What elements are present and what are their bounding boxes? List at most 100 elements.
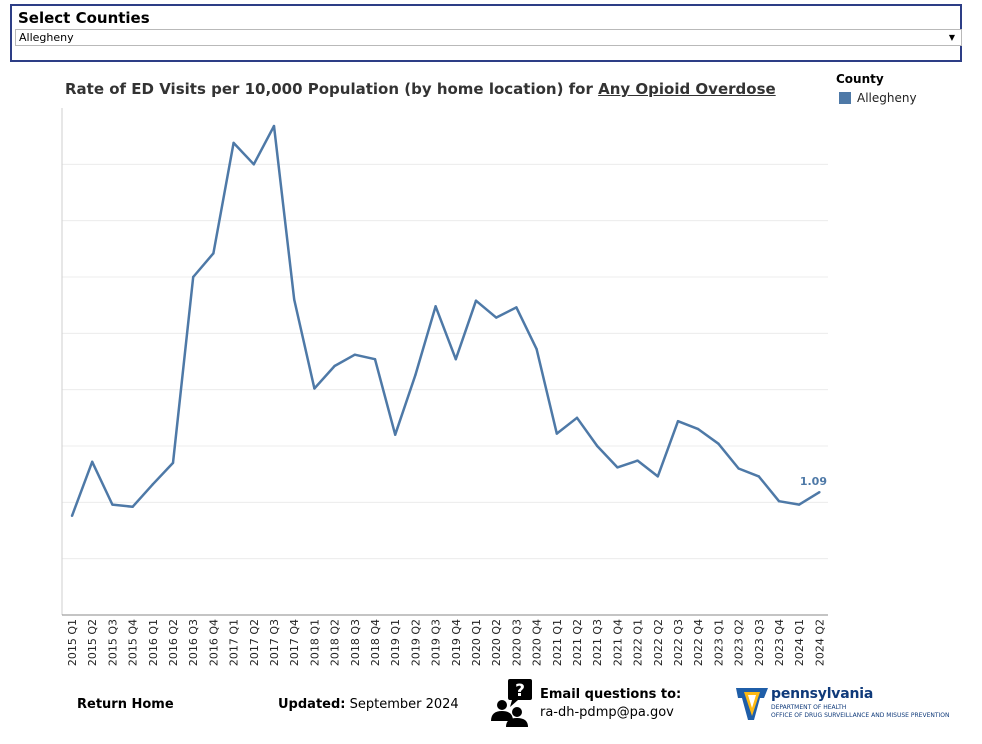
data-point [636,459,639,462]
data-point [454,358,457,361]
data-point [313,387,316,390]
x-tick-label: 2021 Q3 [591,619,604,666]
chevron-down-icon[interactable]: ▼ [948,33,955,42]
county-filter-panel: Select Counties Allegheny ▼ [10,4,962,62]
data-point [414,373,417,377]
email-label: Email questions to: [540,687,682,702]
gridlines [62,163,828,560]
x-tick-label: 2017 Q4 [288,619,301,666]
x-tick-label: 2019 Q1 [389,619,402,666]
x-tick-label: 2016 Q4 [207,619,220,666]
x-tick-label: 2021 Q1 [551,619,564,666]
x-tick-label: 2019 Q3 [430,619,443,666]
x-tick-label: 2015 Q4 [127,619,140,666]
legend: County Allegheny [836,72,917,105]
data-point [757,475,760,478]
data-point [697,427,700,431]
data-point [596,444,599,448]
data-point [91,460,94,463]
data-point [70,514,74,518]
legend-item-allegheny[interactable]: Allegheny [836,91,917,105]
data-point [777,500,781,503]
data-point [333,364,336,368]
data-point [232,141,235,145]
x-tick-label: 2018 Q1 [308,619,321,666]
x-tick-label: 2020 Q4 [531,619,544,666]
data-point [656,475,659,478]
county-select[interactable]: Allegheny ▼ [15,29,962,46]
x-tick-label: 2020 Q1 [470,619,483,666]
data-point [515,306,518,309]
pennsylvania-keystone-logo [736,688,768,720]
measure-link[interactable]: Any Opioid Overdose [598,80,776,98]
x-tick-label: 2020 Q2 [490,619,503,666]
data-point [555,432,558,435]
data-point [737,467,740,470]
x-tick-label: 2022 Q4 [692,619,705,666]
x-tick-label: 2015 Q1 [66,619,79,666]
x-tick-label: 2024 Q2 [813,619,826,666]
logo-name: pennsylvania [771,686,874,702]
data-point [434,305,437,308]
legend-item-label: Allegheny [857,91,917,105]
data-point [717,442,720,445]
data-point [798,503,801,506]
x-tick-label: 2019 Q4 [450,619,463,666]
updated-label: Updated: [278,697,346,712]
x-tick-label: 2022 Q1 [632,619,645,666]
return-home-link[interactable]: Return Home [77,697,174,712]
chart-title: Rate of ED Visits per 10,000 Population … [65,80,776,98]
data-point [131,505,134,509]
x-tick-label: 2016 Q1 [147,619,160,666]
last-value-label: 1.09 [800,475,827,488]
data-point [171,461,175,465]
x-axis-ticks: 2015 Q1 2015 Q2 2015 Q3 2015 Q4 2016 Q1 2016 … [66,619,826,666]
county-select-value: Allegheny [19,31,74,44]
data-point [252,163,255,166]
logo-office: OFFICE OF DRUG SURVEILLANCE AND MISUSE P… [771,712,950,719]
data-point [151,483,154,486]
updated-value: September 2024 [345,697,459,712]
data-point [353,353,356,356]
x-tick-label: 2022 Q2 [652,619,665,666]
x-tick-label: 2023 Q4 [773,619,786,666]
x-tick-label: 2023 Q3 [753,619,766,666]
data-point [192,275,195,279]
data-point [212,252,215,255]
x-tick-label: 2016 Q3 [187,619,200,666]
x-tick-label: 2015 Q3 [106,619,119,666]
series-line-allegheny [70,124,821,517]
x-tick-label: 2023 Q1 [712,619,725,666]
x-tick-label: 2024 Q1 [793,619,806,666]
data-point [373,358,377,361]
series [70,124,821,518]
data-point [575,416,579,420]
email-address-link[interactable]: ra-dh-pdmp@pa.gov [540,705,674,720]
axes [61,108,828,616]
x-tick-label: 2017 Q3 [268,619,281,666]
data-point [394,433,397,436]
x-tick-label: 2023 Q2 [733,619,746,666]
x-tick-label: 2020 Q3 [510,619,523,666]
x-tick-label: 2015 Q2 [86,619,99,666]
updated-info: Updated: September 2024 [278,697,459,712]
x-tick-label: 2019 Q2 [409,619,422,666]
x-tick-label: 2021 Q2 [571,619,584,666]
x-tick-label: 2021 Q4 [611,619,624,666]
data-point [495,316,498,319]
data-labels: 1.09 [800,475,827,488]
legend-swatch [839,92,851,104]
filter-title: Select Counties [18,9,150,27]
x-tick-label: 2016 Q2 [167,619,180,666]
x-tick-label: 2022 Q3 [672,619,685,666]
legend-title: County [836,72,884,86]
x-tick-label: 2017 Q1 [228,619,241,666]
chart-title-prefix: Rate of ED Visits per 10,000 Population … [65,80,599,98]
logo-department: DEPARTMENT OF HEALTH [771,704,847,711]
data-point [474,299,478,302]
x-tick-label: 2018 Q2 [329,619,342,666]
data-point [535,347,538,351]
x-tick-label: 2018 Q3 [349,619,362,666]
data-point [272,124,276,128]
